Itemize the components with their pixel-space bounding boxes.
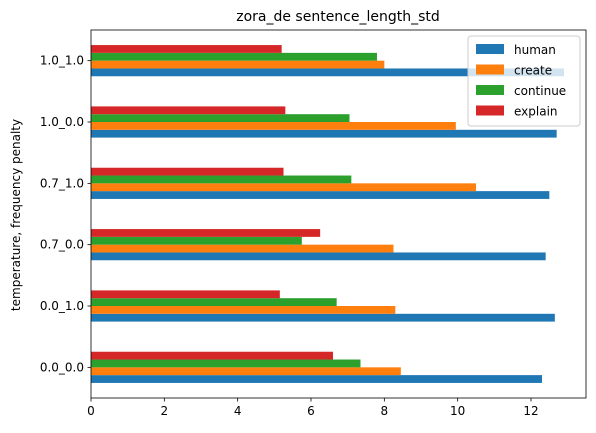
bar-human-1.0_0.0 — [91, 129, 557, 138]
plot-frame — [90, 29, 587, 399]
legend-box — [467, 35, 581, 127]
bar-human-0.0_1.0 — [91, 313, 555, 322]
legend-swatch-human — [476, 44, 504, 54]
bar-human-1.0_1.0 — [91, 68, 564, 77]
bar-create-0.0_1.0 — [91, 306, 396, 314]
bar-explain-1.0_1.0 — [91, 45, 282, 53]
bar-continue-0.0_0.0 — [91, 359, 361, 368]
y-tick-label: 1.0_0.0 — [40, 115, 84, 129]
y-axis-label: temperature, frequency penalty — [9, 119, 23, 311]
bar-continue-0.7_0.0 — [91, 236, 302, 245]
chart-title: zora_de sentence_length_std — [236, 9, 440, 25]
y-tick-label: 0.0_1.0 — [40, 299, 84, 313]
bar-create-0.7_0.0 — [91, 244, 394, 253]
legend: human create continue explain — [467, 35, 581, 127]
x-axis-ticks: 0 2 4 6 8 10 12 — [87, 398, 539, 418]
bars-group — [91, 45, 564, 383]
x-tick-label: 10 — [450, 404, 465, 418]
y-tick-label: 1.0_1.0 — [40, 54, 84, 68]
bar-create-0.7_1.0 — [91, 183, 476, 192]
y-axis-ticks: 0.0_0.0 0.0_1.0 0.7_0.0 0.7_1.0 1.0_0.0 1.0_1… — [40, 54, 91, 374]
bar-continue-0.0_1.0 — [91, 298, 337, 306]
legend-label-human: human — [514, 43, 556, 57]
bar-explain-0.0_1.0 — [91, 290, 280, 299]
legend-swatch-create — [476, 64, 504, 75]
bar-explain-1.0_0.0 — [91, 106, 286, 115]
legend-swatch-continue — [476, 85, 504, 95]
bar-explain-0.0_0.0 — [91, 351, 333, 360]
legend-label-explain: explain — [514, 105, 558, 119]
bar-create-0.0_0.0 — [91, 367, 401, 376]
bar-explain-0.7_0.0 — [91, 229, 321, 237]
x-tick-label: 12 — [523, 404, 538, 418]
bar-create-1.0_1.0 — [91, 60, 385, 69]
x-tick-label: 2 — [161, 404, 169, 418]
x-tick-label: 8 — [381, 404, 389, 418]
y-tick-label: 0.7_0.0 — [40, 238, 84, 252]
bar-continue-1.0_0.0 — [91, 114, 350, 122]
bar-create-1.0_0.0 — [91, 122, 456, 130]
legend-label-continue: continue — [514, 84, 566, 98]
bar-human-0.7_0.0 — [91, 252, 546, 261]
bar-explain-0.7_1.0 — [91, 167, 284, 176]
x-tick-label: 6 — [307, 404, 315, 418]
bar-continue-1.0_1.0 — [91, 52, 377, 61]
legend-label-create: create — [514, 64, 552, 78]
bar-human-0.7_1.0 — [91, 191, 550, 199]
x-tick-label: 0 — [87, 404, 95, 418]
x-tick-label: 4 — [234, 404, 242, 418]
legend-swatch-explain — [476, 105, 504, 116]
bar-human-0.0_0.0 — [91, 375, 542, 383]
y-tick-label: 0.7_1.0 — [40, 176, 84, 190]
bar-continue-0.7_1.0 — [91, 175, 352, 184]
y-tick-label: 0.0_0.0 — [40, 360, 84, 374]
